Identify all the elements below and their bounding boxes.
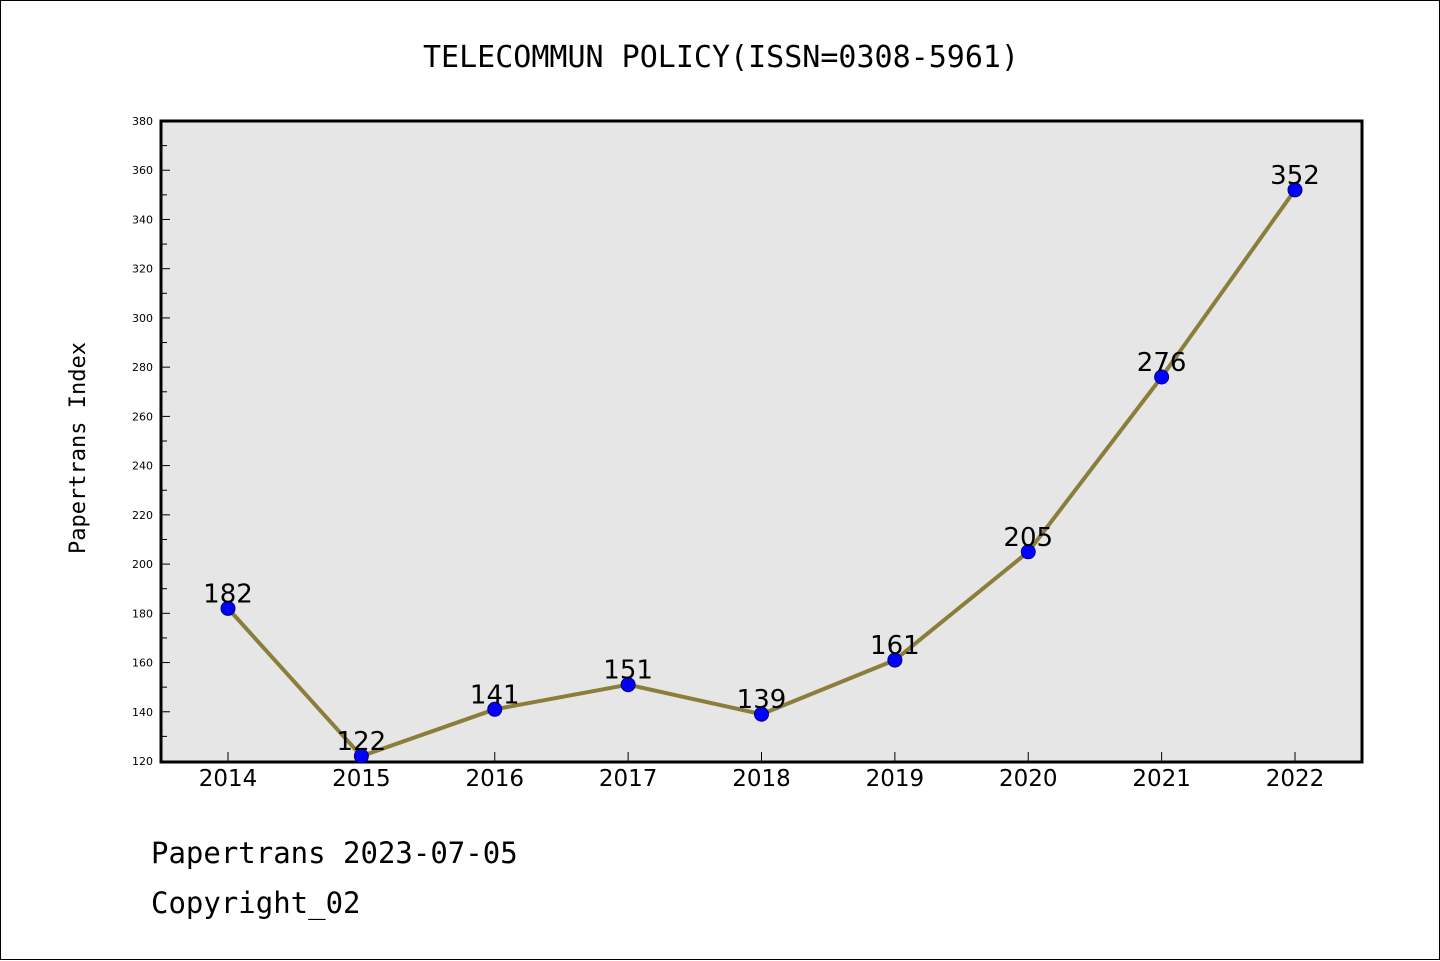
data-point [220, 600, 236, 616]
y-tick-label: 160 [132, 657, 153, 670]
y-tick-label: 180 [132, 607, 153, 620]
data-point [353, 748, 369, 764]
y-tick-label: 340 [132, 213, 153, 226]
y-tick-label: 120 [132, 755, 153, 768]
y-tick-label: 360 [132, 164, 153, 177]
data-labels: 182 122 141 151 139 161 205 276 352 [203, 161, 1320, 757]
x-tick-label: 2014 [199, 766, 258, 792]
y-axis-label: Papertrans Index [66, 342, 91, 554]
y-tick-label: 140 [132, 706, 153, 719]
data-label: 122 [337, 727, 387, 757]
data-label: 141 [470, 680, 520, 710]
data-label: 276 [1137, 348, 1187, 378]
y-tick-label: 280 [132, 361, 153, 374]
data-point [487, 701, 503, 717]
data-label: 182 [203, 579, 253, 609]
data-point [620, 677, 636, 693]
data-point [1154, 369, 1170, 385]
data-label: 205 [1003, 523, 1053, 553]
data-point [754, 706, 769, 722]
y-tick-label: 380 [132, 115, 153, 128]
y-axis: 120 140 160 180 200 220 240 260 280 300 320 340 360 3… [132, 115, 170, 768]
chart-title: TELECOMMUN POLICY(ISSN=0308-5961) [423, 40, 1019, 75]
x-tick-label: 2018 [732, 766, 791, 792]
data-label: 352 [1270, 161, 1320, 191]
x-tick-label: 2015 [332, 766, 391, 792]
y-tick-label: 220 [132, 509, 153, 522]
data-label: 139 [737, 685, 787, 715]
y-tick-label: 320 [132, 263, 153, 276]
x-tick-label: 2017 [599, 766, 658, 792]
y-tick-label: 300 [132, 312, 153, 325]
footer-copyright: Copyright_02 [151, 886, 361, 920]
data-point [887, 652, 903, 668]
data-point [1287, 182, 1303, 198]
footer-source-date: Papertrans 2023-07-05 [151, 836, 518, 870]
y-tick-label: 260 [132, 410, 153, 423]
y-tick-label: 240 [132, 460, 153, 473]
y-tick-label: 200 [132, 558, 153, 571]
data-point [1020, 544, 1036, 560]
series-group [220, 182, 1303, 764]
data-label: 161 [870, 631, 920, 661]
x-tick-label: 2022 [1266, 766, 1325, 792]
data-label: 151 [603, 656, 653, 686]
x-tick-label: 2019 [866, 766, 925, 792]
plot-area [159, 119, 1364, 764]
x-tick-label: 2020 [999, 766, 1058, 792]
x-tick-label: 2016 [465, 766, 524, 792]
x-axis: 2014 2015 2016 2017 2018 2019 2020 2021 2022 [199, 752, 1325, 792]
x-tick-label: 2021 [1132, 766, 1191, 792]
